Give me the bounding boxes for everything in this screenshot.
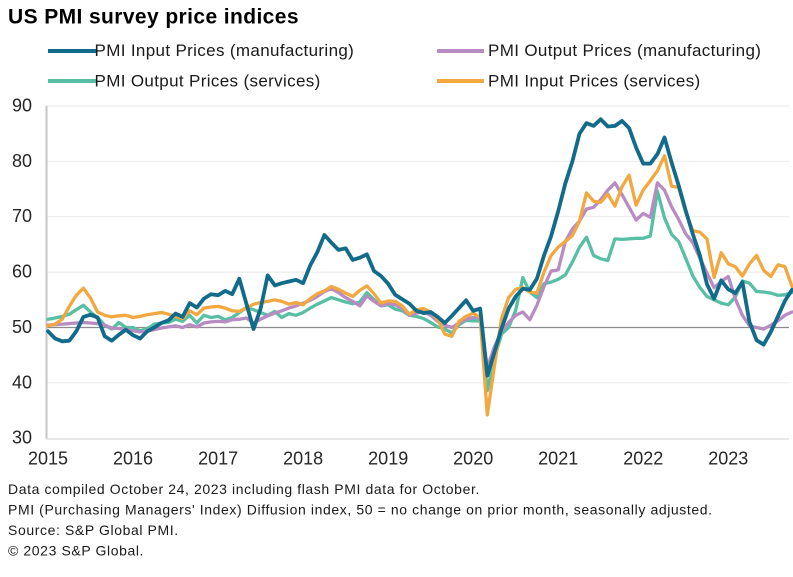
svg-text:2020: 2020 <box>453 449 493 469</box>
svg-text:PMI Input Prices (manufacturin: PMI Input Prices (manufacturing) <box>95 41 355 60</box>
svg-text:30: 30 <box>12 428 32 448</box>
svg-text:2015: 2015 <box>28 449 68 469</box>
svg-text:PMI (Purchasing Managers' Inde: PMI (Purchasing Managers' Index) Diffusi… <box>8 502 713 518</box>
svg-text:2018: 2018 <box>283 449 323 469</box>
svg-text:2019: 2019 <box>368 449 408 469</box>
svg-text:US PMI survey price indices: US PMI survey price indices <box>8 6 299 29</box>
svg-text:40: 40 <box>12 372 32 392</box>
svg-text:90: 90 <box>12 96 32 116</box>
svg-text:Data compiled October 24, 2023: Data compiled October 24, 2023 including… <box>8 481 480 497</box>
svg-text:2017: 2017 <box>198 449 238 469</box>
svg-text:2022: 2022 <box>623 449 663 469</box>
svg-text:50: 50 <box>12 317 32 337</box>
svg-text:70: 70 <box>12 206 32 226</box>
svg-text:Source: S&P Global PMI.: Source: S&P Global PMI. <box>8 522 179 538</box>
svg-text:2016: 2016 <box>113 449 153 469</box>
svg-text:80: 80 <box>12 151 32 171</box>
svg-text:2021: 2021 <box>538 449 578 469</box>
svg-text:PMI Input Prices (services): PMI Input Prices (services) <box>488 72 701 91</box>
svg-text:© 2023 S&P Global.: © 2023 S&P Global. <box>8 543 144 559</box>
svg-text:PMI Output Prices (services): PMI Output Prices (services) <box>95 72 321 91</box>
svg-text:2023: 2023 <box>708 449 748 469</box>
svg-text:PMI Output Prices (manufacturi: PMI Output Prices (manufacturing) <box>488 41 761 60</box>
svg-text:60: 60 <box>12 262 32 282</box>
